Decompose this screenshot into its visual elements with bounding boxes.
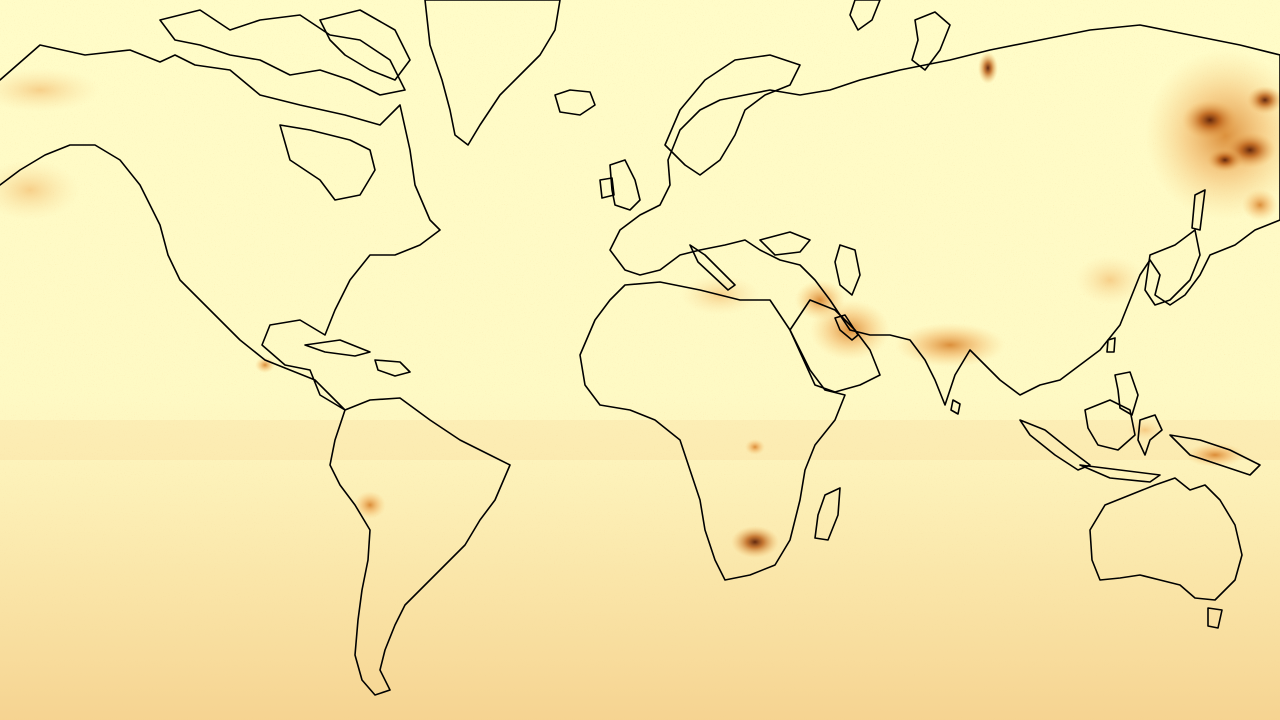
- coast-borneo: [1084, 399, 1136, 451]
- coastline-layer: [0, 0, 1280, 696]
- hotspot-siberia-core-1: [1182, 100, 1238, 140]
- hotspot-east-china: [1075, 255, 1145, 305]
- hotspot-indonesia: [1185, 443, 1245, 467]
- hotspot-alaska-south: [0, 160, 80, 220]
- hotspot-alaska: [0, 68, 100, 112]
- coast-tasmania: [1207, 607, 1223, 629]
- hotspot-central-africa: [745, 439, 765, 455]
- coast-new-guinea: [1169, 434, 1261, 476]
- coast-italy: [689, 244, 736, 291]
- coast-philippines: [1114, 371, 1139, 416]
- hotspot-iraq: [795, 280, 845, 320]
- coast-australia: [1089, 477, 1243, 601]
- coast-scandinavia: [664, 54, 801, 176]
- coast-taiwan: [1106, 337, 1116, 353]
- coast-java: [1079, 464, 1161, 483]
- coast-svalbard: [849, 0, 881, 31]
- coast-persian-gulf: [834, 314, 859, 341]
- coast-sulawesi: [1137, 414, 1163, 456]
- coast-ireland: [599, 177, 615, 199]
- hotspot-andes: [354, 491, 386, 519]
- coast-sri-lanka: [950, 399, 961, 415]
- hotspot-novaya-zemlya: [978, 52, 998, 84]
- coast-novaya-zemlya: [911, 11, 951, 71]
- hotspot-indo-gangetic: [895, 323, 1005, 367]
- hotspot-siberia-core-3: [1247, 86, 1280, 114]
- coast-black-sea: [759, 231, 811, 256]
- coast-greenland: [424, 0, 561, 146]
- coast-british-isles: [609, 159, 641, 211]
- hotspot-mexico: [255, 357, 275, 373]
- coast-iceland: [554, 89, 596, 116]
- coast-north-america: [0, 44, 441, 411]
- coast-japan: [1144, 229, 1201, 306]
- coast-south-america: [329, 397, 511, 696]
- hotspot-siberia-core-4: [1207, 148, 1243, 172]
- coast-sakhalin: [1191, 189, 1206, 231]
- hotspot-siberia-south: [1242, 189, 1278, 221]
- coast-caribbean-islands: [374, 359, 411, 377]
- coast-arctic-islands: [159, 9, 406, 96]
- hotspot-highveld: [731, 526, 779, 558]
- hotspot-borneo: [1127, 420, 1163, 440]
- coast-hudson-bay: [279, 124, 376, 201]
- coast-cuba: [304, 339, 371, 357]
- coast-africa: [579, 281, 846, 581]
- coast-baffin-island: [319, 9, 411, 81]
- coast-madagascar: [814, 487, 841, 541]
- coast-caspian: [834, 244, 861, 296]
- coast-arabia: [789, 299, 881, 393]
